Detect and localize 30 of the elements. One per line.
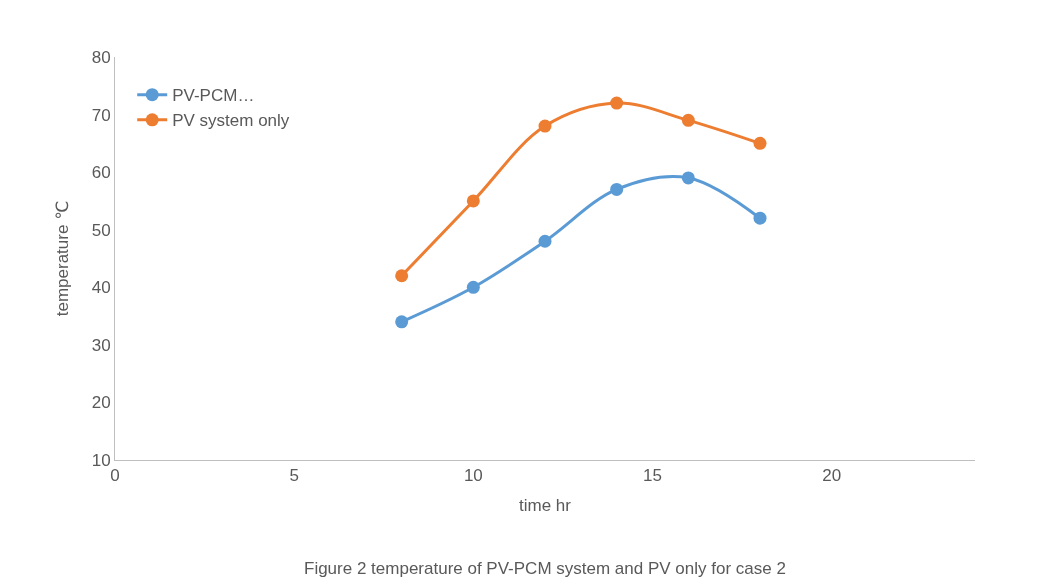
- point: [753, 136, 767, 150]
- x-tick-label: 10: [463, 466, 483, 486]
- point: [466, 280, 480, 294]
- x-tick-label: 15: [643, 466, 662, 486]
- point: [538, 119, 552, 133]
- y-tick-label: 80: [91, 47, 111, 67]
- point: [538, 234, 552, 248]
- y-tick-label: 50: [91, 220, 111, 240]
- legend-label: PV system only: [172, 111, 290, 131]
- caption: Figure 2 temperature of PV-PCM system and PV only for case 2: [304, 559, 786, 578]
- y-tick-label: 10: [91, 450, 111, 470]
- y-tick-label: 70: [91, 105, 111, 125]
- y-tick-label: 60: [91, 163, 111, 183]
- point: [466, 194, 480, 208]
- y-tick-label: 40: [91, 278, 111, 298]
- x-tick-label: 0: [110, 466, 120, 486]
- point: [395, 315, 409, 329]
- x-axis-title: time hr: [519, 495, 572, 515]
- point: [681, 171, 695, 185]
- y-tick-label: 20: [91, 393, 111, 413]
- legend-label: PV-PCM…: [172, 86, 255, 106]
- point: [681, 113, 695, 127]
- x-tick-label: 5: [289, 466, 299, 486]
- x-tick-label: 20: [822, 466, 842, 486]
- point: [610, 96, 624, 110]
- point: [395, 269, 409, 283]
- point: [753, 211, 767, 225]
- point: [610, 182, 624, 196]
- y-axis-title: temperature ℃: [53, 200, 73, 317]
- y-tick-label: 30: [91, 335, 111, 355]
